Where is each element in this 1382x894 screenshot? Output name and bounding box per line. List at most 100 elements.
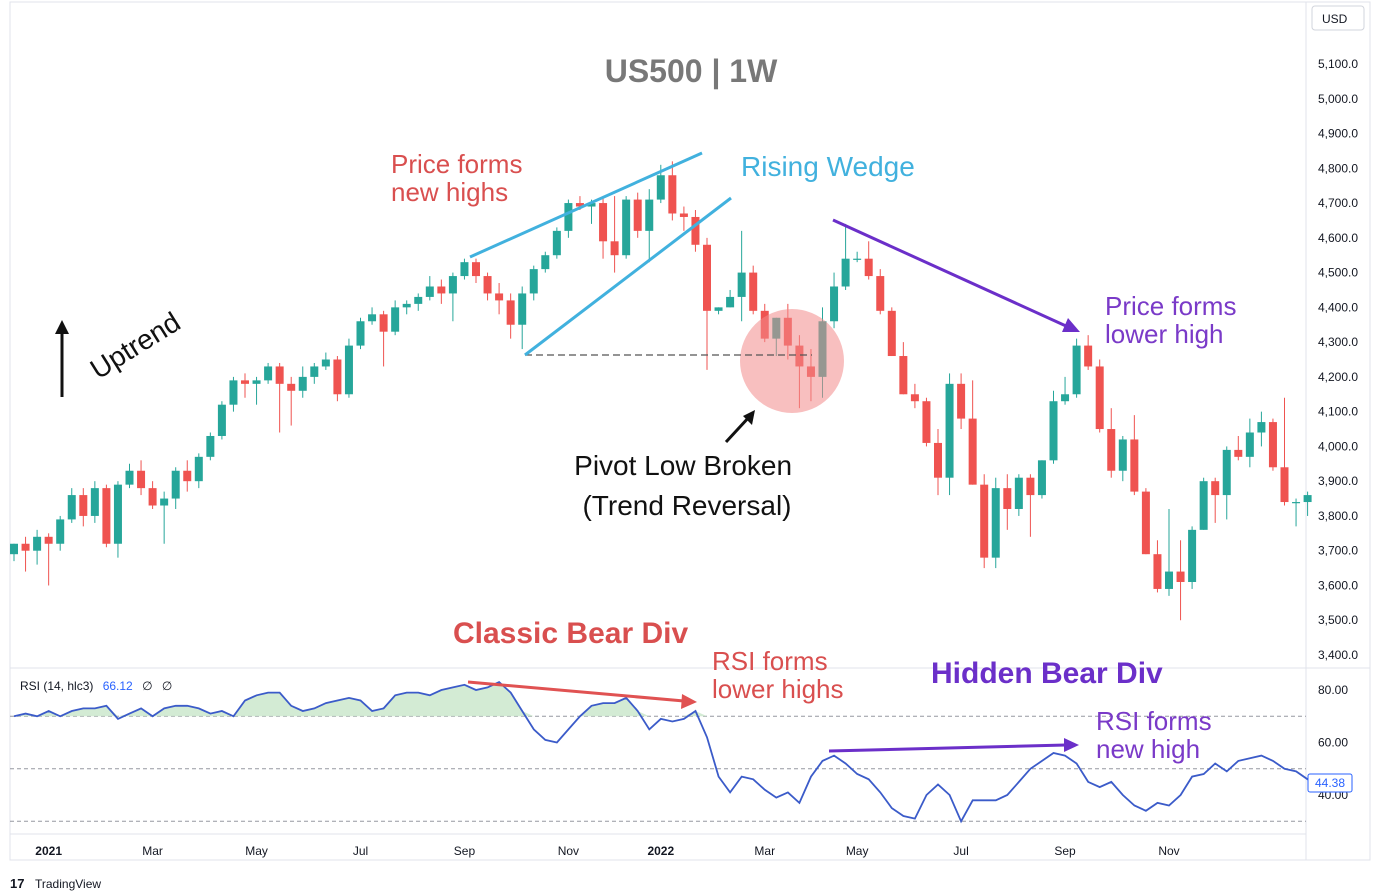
candle (79, 488, 88, 527)
candle-body (610, 241, 619, 256)
rsi-levels (10, 715, 1306, 822)
candle (194, 453, 203, 489)
rsi-tick-label: 80.00 (1318, 683, 1348, 697)
candle (910, 383, 919, 409)
candle-body (310, 366, 319, 377)
annotation-price-lower-high: Price forms lower high (1105, 291, 1244, 349)
candle (1014, 474, 1023, 516)
time-tick-label: Mar (754, 844, 775, 858)
candle (679, 206, 688, 231)
candle-body (518, 293, 527, 325)
candle-body (922, 401, 931, 443)
candle-body (991, 488, 1000, 558)
candle (56, 515, 65, 551)
candle (402, 300, 411, 315)
rsi-legend-value: 66.12 (103, 679, 133, 693)
candle-body (1188, 529, 1197, 582)
candle-body (148, 488, 157, 506)
candle (830, 272, 839, 329)
candle (483, 272, 492, 301)
rsi-legend-extra-1: ∅ (142, 679, 152, 693)
rsi-last-value-badge: 44.38 (1307, 773, 1353, 793)
candle-body (1268, 422, 1277, 468)
candle (934, 429, 942, 496)
price-tick-label: 4,300.0 (1318, 335, 1358, 349)
candle (518, 286, 527, 350)
candle (264, 362, 273, 384)
candle-body (1118, 439, 1127, 471)
candle-body (899, 356, 908, 395)
time-tick-label: Nov (558, 844, 579, 858)
candle-body (402, 303, 411, 308)
candle (148, 481, 157, 509)
candle (610, 196, 619, 273)
candle-body (102, 488, 111, 544)
candle-body (737, 272, 746, 297)
candle-body (506, 300, 515, 325)
currency-button[interactable]: USD (1311, 5, 1365, 31)
annotation-price-new-highs: Price forms new highs (391, 149, 530, 207)
candle (737, 230, 746, 322)
candle-body (1303, 495, 1312, 503)
candle (310, 362, 319, 384)
candle (344, 338, 353, 398)
candle (1037, 460, 1046, 499)
candle-body (217, 404, 226, 436)
candle-body (934, 442, 942, 478)
candle (472, 258, 480, 284)
tradingview-logo: 17 TradingView (10, 876, 101, 891)
candle-body (1165, 571, 1173, 589)
candle (171, 467, 180, 509)
price-tick-label: 3,400.0 (1318, 648, 1358, 662)
candle-body (1141, 491, 1150, 555)
candle-body (1049, 401, 1058, 461)
price-axis: 5,100.0 5,000.0 4,900.0 4,800.0 4,700.0 4,600… (1318, 57, 1358, 802)
candle-body (679, 213, 688, 217)
candle-body (841, 258, 850, 287)
candle (887, 307, 896, 357)
candle-body (1292, 502, 1301, 504)
candle-body (703, 244, 711, 311)
candle (703, 237, 711, 370)
candle-body (44, 536, 53, 544)
candle-body (529, 269, 538, 294)
candle-body (980, 484, 989, 558)
candle-body (33, 536, 42, 551)
candle (1292, 498, 1301, 527)
candle-body (56, 519, 65, 544)
annotation-rsi-lower-highs: RSI forms lower highs (712, 646, 844, 704)
candle-body (483, 276, 492, 294)
rsi-classic-div-arrowhead (681, 694, 697, 709)
candle-body (1061, 394, 1070, 402)
price-tick-label: 4,200.0 (1318, 370, 1358, 384)
candle (645, 189, 654, 263)
candle-body (1234, 449, 1243, 457)
price-tick-label: 3,600.0 (1318, 578, 1358, 592)
candle (899, 342, 908, 395)
candle-body (391, 307, 400, 332)
candle-body (1199, 481, 1208, 530)
candle (1165, 508, 1173, 596)
candle-body (645, 199, 654, 231)
price-lower-high-line (832, 218, 1067, 328)
rsi-hidden-div-arrowhead (1064, 738, 1079, 752)
candle-body (321, 359, 330, 367)
candle-body (21, 543, 30, 551)
candle-body (1003, 488, 1012, 509)
candle (356, 317, 365, 350)
candle (44, 533, 53, 586)
candle-body (368, 314, 377, 322)
candle-body (910, 394, 919, 402)
annotation-hidden-bear-div: Hidden Bear Div (931, 657, 1163, 690)
candle (1199, 477, 1208, 530)
rsi-legend: RSI (14, hlc3) 66.12 ∅ ∅ (20, 679, 172, 693)
candle (564, 199, 573, 238)
candle-body (241, 380, 249, 384)
pivot-highlight-circle (740, 309, 844, 413)
candle-body (1014, 477, 1023, 509)
candle-body (968, 418, 977, 485)
candle (1188, 526, 1197, 589)
candle (726, 289, 735, 308)
candle-body (656, 175, 665, 200)
